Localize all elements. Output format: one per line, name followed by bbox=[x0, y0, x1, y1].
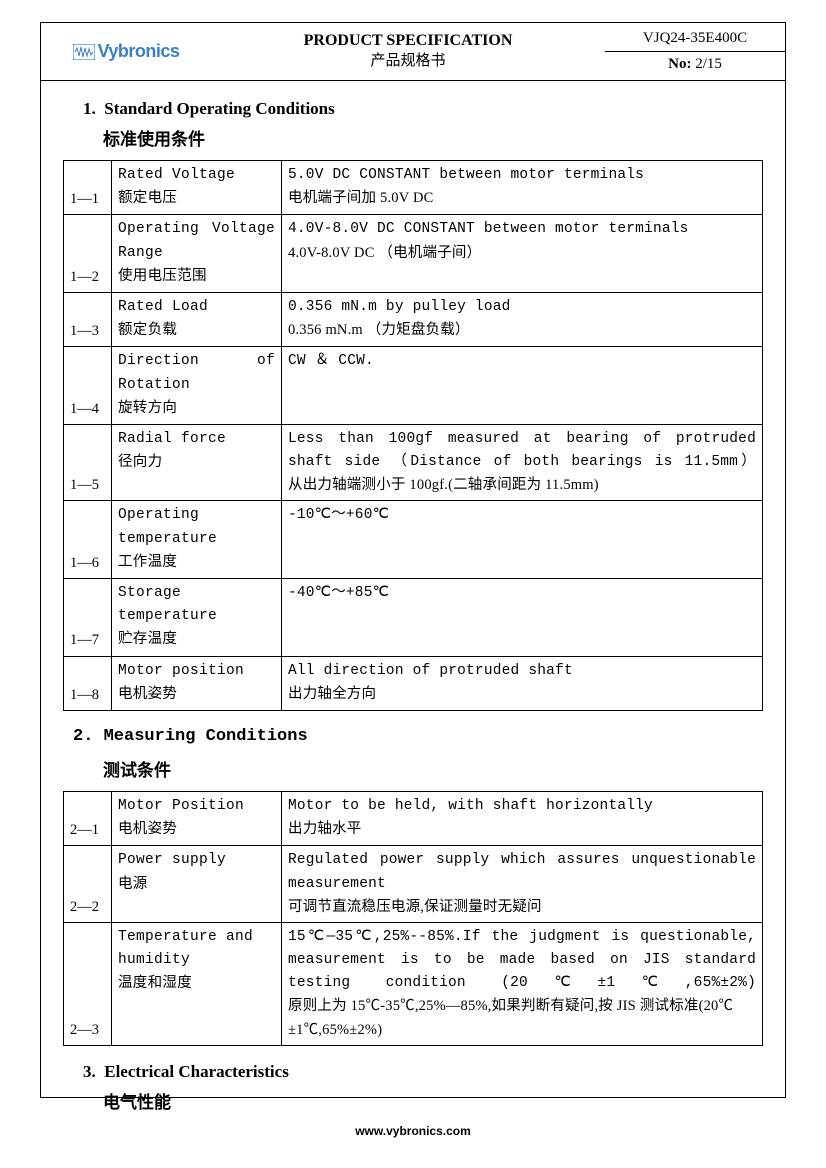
row-value: -40℃～+85℃ bbox=[282, 579, 763, 657]
page-number: No: 2/15 bbox=[605, 51, 785, 75]
row-name: Storage temperature贮存温度 bbox=[112, 579, 282, 657]
part-number: VJQ24-35E400C bbox=[643, 28, 747, 51]
row-index: 1—7 bbox=[64, 579, 112, 657]
row-name: Temperature and humidity温度和湿度 bbox=[112, 922, 282, 1045]
section2-heading-en: 2. Measuring Conditions bbox=[73, 727, 763, 746]
table-row: 1—6Operating temperature工作温度-10℃～+60℃ bbox=[64, 501, 763, 579]
table-row: 1—8Motor position电机姿势All direction of pr… bbox=[64, 656, 763, 710]
row-index: 2—3 bbox=[64, 922, 112, 1045]
page-header: Vybronics PRODUCT SPECIFICATION 产品规格书 VJ… bbox=[41, 23, 785, 81]
row-index: 1—4 bbox=[64, 347, 112, 425]
row-value: Motor to be held, with shaft horizontall… bbox=[282, 791, 763, 845]
page-footer: www.vybronics.com bbox=[0, 1124, 826, 1138]
row-value: Less than 100gf measured at bearing of p… bbox=[282, 424, 763, 501]
header-meta: VJQ24-35E400C No: 2/15 bbox=[605, 23, 785, 80]
row-name: Power supply电源 bbox=[112, 846, 282, 923]
page-content: 1. Standard Operating Conditions 标准使用条件 … bbox=[41, 81, 785, 1113]
section3-heading-cn: 电气性能 bbox=[103, 1088, 763, 1113]
row-index: 2—1 bbox=[64, 791, 112, 845]
row-name: Motor position电机姿势 bbox=[112, 656, 282, 710]
row-name: Operating temperature工作温度 bbox=[112, 501, 282, 579]
table-row: 2—2Power supply电源Regulated power supply … bbox=[64, 846, 763, 923]
row-name: Operating Voltage Range使用电压范围 bbox=[112, 215, 282, 293]
row-value: 15℃—35℃,25%--85%.If the judgment is ques… bbox=[282, 922, 763, 1045]
table-standard-operating: 1—1Rated Voltage额定电压5.0V DC CONSTANT bet… bbox=[63, 160, 763, 711]
table-row: 1—2Operating Voltage Range使用电压范围4.0V-8.0… bbox=[64, 215, 763, 293]
table-measuring-conditions: 2—1Motor Position电机姿势Motor to be held, w… bbox=[63, 791, 763, 1046]
row-value: 0.356 mN.m by pulley load 0.356 mN.m （力矩… bbox=[282, 292, 763, 346]
row-index: 1—6 bbox=[64, 501, 112, 579]
table-row: 1—1Rated Voltage额定电压5.0V DC CONSTANT bet… bbox=[64, 161, 763, 215]
section1-heading-en: 1. Standard Operating Conditions bbox=[83, 99, 763, 119]
table-row: 1—5Radial force径向力 Less than 100gf measu… bbox=[64, 424, 763, 501]
row-name: Rated Voltage额定电压 bbox=[112, 161, 282, 215]
row-name: Motor Position电机姿势 bbox=[112, 791, 282, 845]
row-index: 1—2 bbox=[64, 215, 112, 293]
table-row: 2—1Motor Position电机姿势Motor to be held, w… bbox=[64, 791, 763, 845]
doc-title-en: PRODUCT SPECIFICATION bbox=[304, 31, 513, 52]
logo-text: Vybronics bbox=[98, 41, 180, 62]
row-index: 1—3 bbox=[64, 292, 112, 346]
row-value: 5.0V DC CONSTANT between motor terminals… bbox=[282, 161, 763, 215]
row-value: -10℃～+60℃ bbox=[282, 501, 763, 579]
row-index: 1—5 bbox=[64, 424, 112, 501]
row-name: Radial force径向力 bbox=[112, 424, 282, 501]
doc-title-cn: 产品规格书 bbox=[370, 52, 445, 72]
row-value: Regulated power supply which assures unq… bbox=[282, 846, 763, 923]
row-index: 1—1 bbox=[64, 161, 112, 215]
page-frame: Vybronics PRODUCT SPECIFICATION 产品规格书 VJ… bbox=[40, 22, 786, 1098]
row-name: Rated Load额定负载 bbox=[112, 292, 282, 346]
row-index: 2—2 bbox=[64, 846, 112, 923]
table-row: 2—3Temperature and humidity温度和湿度15℃—35℃,… bbox=[64, 922, 763, 1045]
row-value: 4.0V-8.0V DC CONSTANT between motor term… bbox=[282, 215, 763, 293]
table-row: 1—3Rated Load额定负载0.356 mN.m by pulley lo… bbox=[64, 292, 763, 346]
header-title-block: PRODUCT SPECIFICATION 产品规格书 bbox=[211, 23, 605, 80]
logo-icon bbox=[73, 44, 95, 60]
section2-heading-cn: 测试条件 bbox=[103, 756, 763, 781]
table-row: 1—4Direction of Rotation旋转方向CW ＆ CCW. bbox=[64, 347, 763, 425]
row-value: All direction of protruded shaft出力轴全方向 bbox=[282, 656, 763, 710]
logo: Vybronics bbox=[41, 23, 211, 80]
row-value: CW ＆ CCW. bbox=[282, 347, 763, 425]
row-name: Direction of Rotation旋转方向 bbox=[112, 347, 282, 425]
row-index: 1—8 bbox=[64, 656, 112, 710]
section3-heading-en: 3. Electrical Characteristics bbox=[83, 1062, 763, 1082]
section1-heading-cn: 标准使用条件 bbox=[103, 125, 763, 150]
table-row: 1—7Storage temperature贮存温度-40℃～+85℃ bbox=[64, 579, 763, 657]
